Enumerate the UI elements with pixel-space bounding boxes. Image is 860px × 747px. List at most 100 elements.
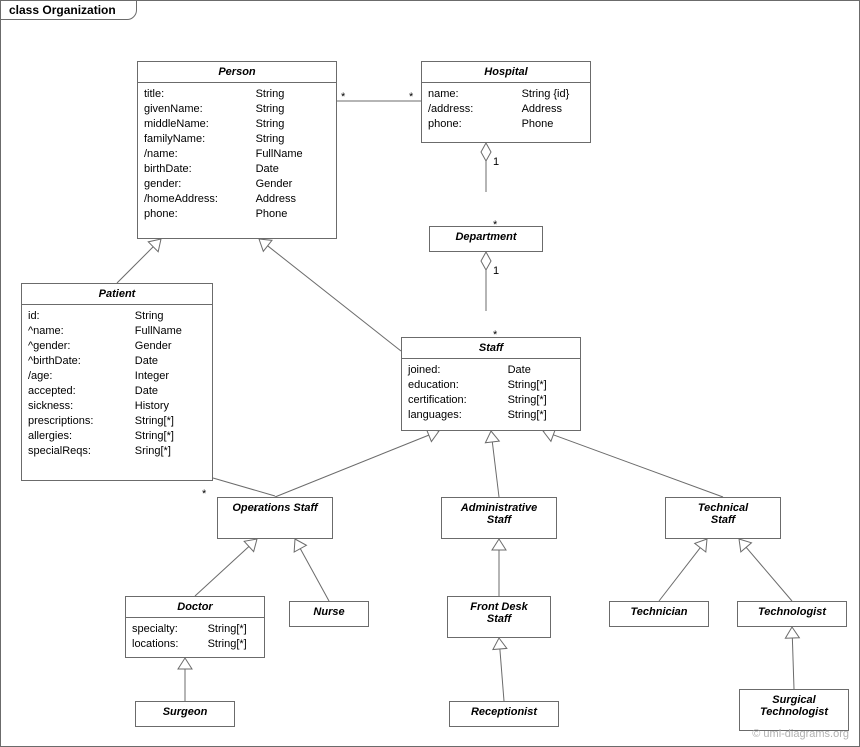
class-title: Hospital bbox=[422, 62, 590, 83]
attr-name: specialReqs: bbox=[28, 444, 135, 459]
frame-title: class Organization bbox=[9, 3, 116, 17]
attr-row: /address:Address bbox=[428, 102, 584, 117]
multiplicity-label: * bbox=[493, 329, 497, 341]
attr-name: name: bbox=[428, 87, 522, 102]
attr-name: gender: bbox=[144, 177, 256, 192]
class-department: Department bbox=[429, 226, 543, 252]
attr-name: phone: bbox=[428, 117, 522, 132]
class-attrs: name:String {id}/address:Addressphone:Ph… bbox=[422, 83, 590, 136]
attr-row: title:String bbox=[144, 87, 330, 102]
attr-name: givenName: bbox=[144, 102, 256, 117]
class-technician: Technician bbox=[609, 601, 709, 627]
attr-type: Phone bbox=[522, 117, 584, 132]
attr-row: /homeAddress:Address bbox=[144, 192, 330, 207]
diagram-frame: class Organization Persontitle:Stringgiv… bbox=[0, 0, 860, 747]
attr-type: Date bbox=[135, 384, 206, 399]
attr-type: String[*] bbox=[508, 393, 574, 408]
attr-name: /homeAddress: bbox=[144, 192, 256, 207]
attr-row: middleName:String bbox=[144, 117, 330, 132]
attr-name: /name: bbox=[144, 147, 256, 162]
attr-type: String[*] bbox=[508, 378, 574, 393]
class-nurse: Nurse bbox=[289, 601, 369, 627]
attr-type: Phone bbox=[256, 207, 330, 222]
copyright-text: © uml-diagrams.org bbox=[752, 728, 849, 740]
class-title: Patient bbox=[22, 284, 212, 305]
class-doctor: Doctorspecialty:String[*]locations:Strin… bbox=[125, 596, 265, 658]
class-attrs: title:StringgivenName:StringmiddleName:S… bbox=[138, 83, 336, 226]
attr-type: String[*] bbox=[208, 637, 258, 652]
class-attrs: id:String^name:FullName^gender:Gender^bi… bbox=[22, 305, 212, 463]
attr-row: /age:Integer bbox=[28, 369, 206, 384]
class-attrs: joined:Dateeducation:String[*]certificat… bbox=[402, 359, 580, 427]
attr-type: String[*] bbox=[135, 429, 206, 444]
class-title: Person bbox=[138, 62, 336, 83]
class-staff: Staffjoined:Dateeducation:String[*]certi… bbox=[401, 337, 581, 431]
class-title: Operations Staff bbox=[218, 498, 332, 518]
attr-type: Gender bbox=[256, 177, 330, 192]
class-patient: Patientid:String^name:FullName^gender:Ge… bbox=[21, 283, 213, 481]
class-technical_staff: TechnicalStaff bbox=[665, 497, 781, 539]
attr-row: locations:String[*] bbox=[132, 637, 258, 652]
attr-name: middleName: bbox=[144, 117, 256, 132]
attr-row: specialty:String[*] bbox=[132, 622, 258, 637]
attr-name: /address: bbox=[428, 102, 522, 117]
attr-row: phone:Phone bbox=[428, 117, 584, 132]
attr-name: birthDate: bbox=[144, 162, 256, 177]
attr-name: languages: bbox=[408, 408, 508, 423]
attr-type: String[*] bbox=[508, 408, 574, 423]
attr-row: ^name:FullName bbox=[28, 324, 206, 339]
attr-row: specialReqs:Sring[*] bbox=[28, 444, 206, 459]
multiplicity-label: * bbox=[341, 91, 345, 103]
attr-name: familyName: bbox=[144, 132, 256, 147]
class-hospital: Hospitalname:String {id}/address:Address… bbox=[421, 61, 591, 143]
class-title: Surgeon bbox=[136, 702, 234, 722]
class-technologist: Technologist bbox=[737, 601, 847, 627]
attr-row: ^gender:Gender bbox=[28, 339, 206, 354]
class-title: Staff bbox=[402, 338, 580, 359]
multiplicity-label: 1 bbox=[493, 265, 499, 277]
attr-row: name:String {id} bbox=[428, 87, 584, 102]
class-receptionist: Receptionist bbox=[449, 701, 559, 727]
attr-type: Gender bbox=[135, 339, 206, 354]
attr-row: givenName:String bbox=[144, 102, 330, 117]
attr-name: prescriptions: bbox=[28, 414, 135, 429]
attr-row: sickness:History bbox=[28, 399, 206, 414]
attr-row: accepted:Date bbox=[28, 384, 206, 399]
attr-name: accepted: bbox=[28, 384, 135, 399]
attr-row: ^birthDate:Date bbox=[28, 354, 206, 369]
attr-row: gender:Gender bbox=[144, 177, 330, 192]
class-attrs: specialty:String[*]locations:String[*] bbox=[126, 618, 264, 656]
class-surgical_tech: SurgicalTechnologist bbox=[739, 689, 849, 731]
attr-type: String bbox=[256, 132, 330, 147]
class-title: Technologist bbox=[738, 602, 846, 622]
attr-type: String bbox=[135, 309, 206, 324]
attr-name: certification: bbox=[408, 393, 508, 408]
attr-name: locations: bbox=[132, 637, 208, 652]
attr-row: familyName:String bbox=[144, 132, 330, 147]
attr-type: Sring[*] bbox=[135, 444, 206, 459]
attr-type: String {id} bbox=[522, 87, 584, 102]
attr-row: phone:Phone bbox=[144, 207, 330, 222]
class-front_desk: Front DeskStaff bbox=[447, 596, 551, 638]
attr-row: /name:FullName bbox=[144, 147, 330, 162]
attr-name: allergies: bbox=[28, 429, 135, 444]
class-title: Doctor bbox=[126, 597, 264, 618]
multiplicity-label: * bbox=[493, 219, 497, 231]
attr-type: Date bbox=[508, 363, 574, 378]
attr-type: String[*] bbox=[208, 622, 258, 637]
attr-row: birthDate:Date bbox=[144, 162, 330, 177]
attr-name: title: bbox=[144, 87, 256, 102]
frame-title-tab: class Organization bbox=[0, 0, 137, 20]
class-surgeon: Surgeon bbox=[135, 701, 235, 727]
attr-type: History bbox=[135, 399, 206, 414]
attr-row: id:String bbox=[28, 309, 206, 324]
attr-type: Address bbox=[256, 192, 330, 207]
attr-name: ^birthDate: bbox=[28, 354, 135, 369]
class-title: Department bbox=[430, 227, 542, 247]
class-title: Front DeskStaff bbox=[448, 597, 550, 629]
attr-type: Date bbox=[256, 162, 330, 177]
multiplicity-label: 1 bbox=[493, 156, 499, 168]
attr-name: ^gender: bbox=[28, 339, 135, 354]
multiplicity-label: * bbox=[409, 91, 413, 103]
attr-row: joined:Date bbox=[408, 363, 574, 378]
